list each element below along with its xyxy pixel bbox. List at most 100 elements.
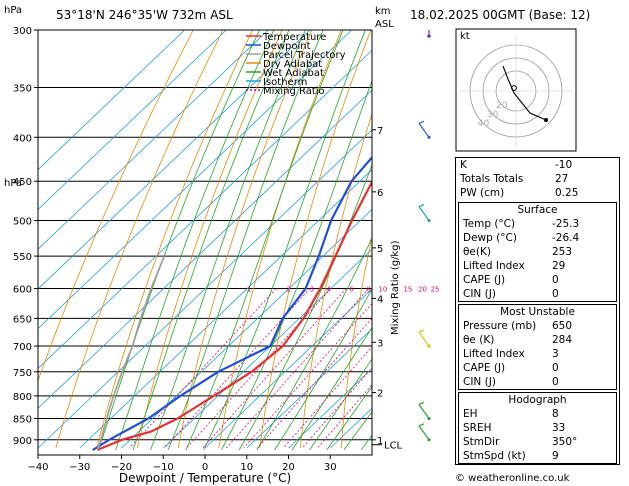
row-value: -25.3: [552, 218, 580, 230]
wind-barb-flag: [418, 120, 425, 124]
wet-adiabat-line: [203, 30, 366, 451]
hodograph-unit: kt: [460, 31, 470, 42]
row-label: θe (K): [463, 334, 495, 346]
x-tick-label: 30: [324, 462, 337, 473]
wind-barb: [418, 122, 430, 138]
km-tick-label: 4: [377, 294, 383, 305]
row-label: PW (cm): [460, 187, 505, 199]
most-unstable-section: Most Unstable Pressure (mb) 650 θe (K) 284 L…: [458, 304, 617, 390]
mixing-ratio-line: [164, 288, 311, 449]
km-tick-label: 1: [377, 436, 383, 447]
dry-adiabat-line: [382, 30, 460, 448]
x-axis-title: Dewpoint / Temperature (°C): [119, 471, 291, 485]
mixing-ratio-label: 15: [403, 286, 412, 294]
row-label: CIN (J): [463, 376, 496, 388]
row-label: Totals Totals: [460, 173, 524, 185]
wet-adiabat-line: [221, 79, 372, 451]
mixing-ratio-label: 1: [247, 286, 251, 294]
wet-adiabat-line: [291, 326, 372, 451]
wet-adiabat-line: [274, 288, 372, 451]
row-value: 33: [552, 422, 566, 434]
x-tick-label: −30: [69, 462, 90, 473]
row-value: -10: [555, 159, 573, 171]
row-value: 0: [552, 288, 559, 300]
y-tick-label: 750: [13, 368, 32, 379]
mixing-ratio-label: 10: [378, 286, 387, 294]
mixing-ratio-line: [202, 288, 347, 449]
table-row: CIN (J) 0: [459, 375, 616, 389]
dry-adiabat-line: [300, 112, 372, 449]
row-value: -26.4: [552, 232, 580, 244]
asl-label: ASL: [375, 19, 394, 30]
y-tick-label: 600: [13, 285, 32, 296]
hodograph-rows: EH 8 SREH 33 StmDir 350° StmSpd (kt) 9: [459, 407, 616, 463]
isotherm-line: [38, 129, 372, 449]
dry-adiabat-line: [137, 30, 283, 449]
wind-barb-flag: [418, 329, 425, 333]
hodograph-ring-label: 40: [478, 119, 490, 129]
x-tick-label: 0: [202, 462, 208, 473]
series-line-parcel-trajectory: [96, 255, 166, 451]
legend-label: Wet Adiabat: [263, 68, 324, 79]
row-label: CAPE (J): [463, 274, 506, 286]
mixing-ratio-label: 8: [366, 286, 370, 294]
row-value: 650: [552, 320, 573, 332]
isotherm-line: [38, 30, 269, 250]
y-tick-label: 700: [13, 342, 32, 353]
storm-motion-marker: [511, 85, 517, 91]
wet-adiabat-line: [132, 30, 290, 451]
table-row: K -10: [456, 158, 619, 172]
mixing-ratio-axis-title: Mixing Ratio (g/kg): [390, 240, 401, 335]
wet-adiabat-line: [256, 236, 372, 451]
km-tick-label: 7: [377, 126, 383, 137]
y-tick-label: 550: [13, 252, 32, 263]
y-tick-label: 800: [13, 392, 32, 403]
wind-barb-dot: [427, 344, 431, 348]
table-row: PW (cm) 0.25: [456, 186, 619, 200]
table-row: CAPE (J) 0: [459, 361, 616, 375]
hodograph-ring-label: 30: [487, 110, 499, 120]
legend-label: Isotherm: [263, 77, 307, 88]
table-row: Dewp (°C) -26.4: [459, 231, 616, 245]
plot-series: [92, 155, 372, 452]
row-value: 29: [552, 260, 566, 272]
y-tick-label: 400: [13, 133, 32, 144]
mixing-ratio-line: [186, 288, 332, 449]
wind-barb-flag: [418, 423, 425, 427]
table-row: Pressure (mb) 650: [459, 319, 616, 333]
x-tick-label: −20: [111, 462, 132, 473]
table-row: Lifted Index 3: [459, 347, 616, 361]
x-tick-label: 20: [282, 462, 295, 473]
row-label: Pressure (mb): [463, 320, 537, 332]
indices-table: K -10 Totals Totals 27 PW (cm) 0.25 Surface T…: [455, 157, 620, 465]
legend-label: Dry Adiabat: [263, 59, 322, 70]
mixing-ratio-line: [317, 384, 372, 449]
mixing-ratio-label: 25: [431, 286, 440, 294]
mixing-ratio-line: [226, 288, 369, 449]
isotherm-line: [288, 367, 372, 449]
row-value: 0.25: [555, 187, 579, 199]
table-row: StmSpd (kt) 9: [459, 449, 616, 463]
table-row: Lifted Index 29: [459, 259, 616, 273]
row-value: 0: [552, 362, 559, 374]
wind-barb: [418, 425, 430, 441]
mixing-ratio-line: [302, 367, 372, 449]
row-label: Lifted Index: [463, 348, 525, 360]
y-tick-label: 900: [13, 436, 32, 447]
isotherm-line: [38, 89, 372, 409]
y-tick-label: 450: [13, 177, 32, 188]
table-row: CIN (J) 0: [459, 287, 616, 301]
wet-adiabat-line: [98, 30, 260, 451]
row-label: EH: [463, 408, 478, 420]
dry-adiabat-line: [55, 30, 224, 449]
surface-section: Surface Temp (°C) -25.3 Dewp (°C) -26.4 θe(K…: [458, 202, 617, 302]
copyright-text: © weatheronline.co.uk: [455, 473, 570, 484]
wind-barb: [418, 331, 430, 347]
legend-label: Dewpoint: [263, 41, 311, 52]
row-label: CIN (J): [463, 288, 496, 300]
wind-barb-dot: [427, 34, 431, 38]
dry-adiabat-line: [177, 30, 313, 449]
mixing-ratio-label: 2: [287, 286, 291, 294]
wet-adiabat-line: [167, 30, 324, 451]
